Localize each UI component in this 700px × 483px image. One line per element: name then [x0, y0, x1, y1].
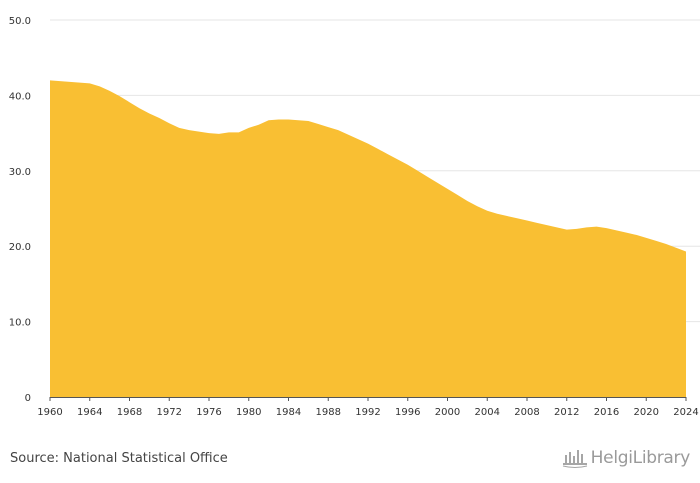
x-axis: 1960 1964 1968 1972 1976 1980 1984 1988 1992 1996…	[37, 397, 699, 418]
area-chart: 010.020.030.040.050.0 1960 1964 1968 1972 19…	[9, 16, 700, 418]
x-tick-label: 1996	[395, 407, 420, 418]
footer: Source: National Statistical Office Helg…	[0, 446, 700, 474]
y-tick-label: 50.0	[9, 16, 31, 27]
x-tick-label: 2008	[514, 407, 539, 418]
x-tick-label: 1992	[355, 407, 380, 418]
x-tick-label: 2000	[435, 407, 460, 418]
brand-logo[interactable]: HelgiLibrary	[562, 448, 690, 468]
library-icon	[562, 450, 587, 468]
x-tick-label: 1964	[77, 407, 102, 418]
y-tick-label: 10.0	[9, 318, 31, 329]
x-tick-label: 1984	[276, 407, 301, 418]
x-tick-label: 2012	[554, 407, 579, 418]
y-tick-label: 40.0	[9, 91, 31, 102]
x-tick-label: 2016	[594, 407, 619, 418]
x-tick-label: 1960	[37, 407, 62, 418]
brand-name: HelgiLibrary	[590, 448, 691, 468]
x-tick-label: 2020	[634, 407, 659, 418]
x-tick-label: 2004	[475, 407, 500, 418]
y-tick-label: 20.0	[9, 242, 31, 253]
y-tick-label: 0	[25, 393, 31, 404]
area-layer	[50, 80, 686, 397]
x-tick-label: 1988	[316, 407, 341, 418]
x-tick-label: 1968	[117, 407, 142, 418]
x-tick-label: 1972	[157, 407, 182, 418]
x-tick-label: 2024	[673, 407, 698, 418]
x-tick-label: 1980	[236, 407, 261, 418]
y-tick-label: 30.0	[9, 167, 31, 178]
source-note: Source: National Statistical Office	[10, 451, 228, 466]
y-axis: 0 10.0 20.0 30.0 40.0 50.0	[9, 16, 31, 404]
area-series	[50, 80, 686, 397]
x-tick-label: 1976	[196, 407, 221, 418]
